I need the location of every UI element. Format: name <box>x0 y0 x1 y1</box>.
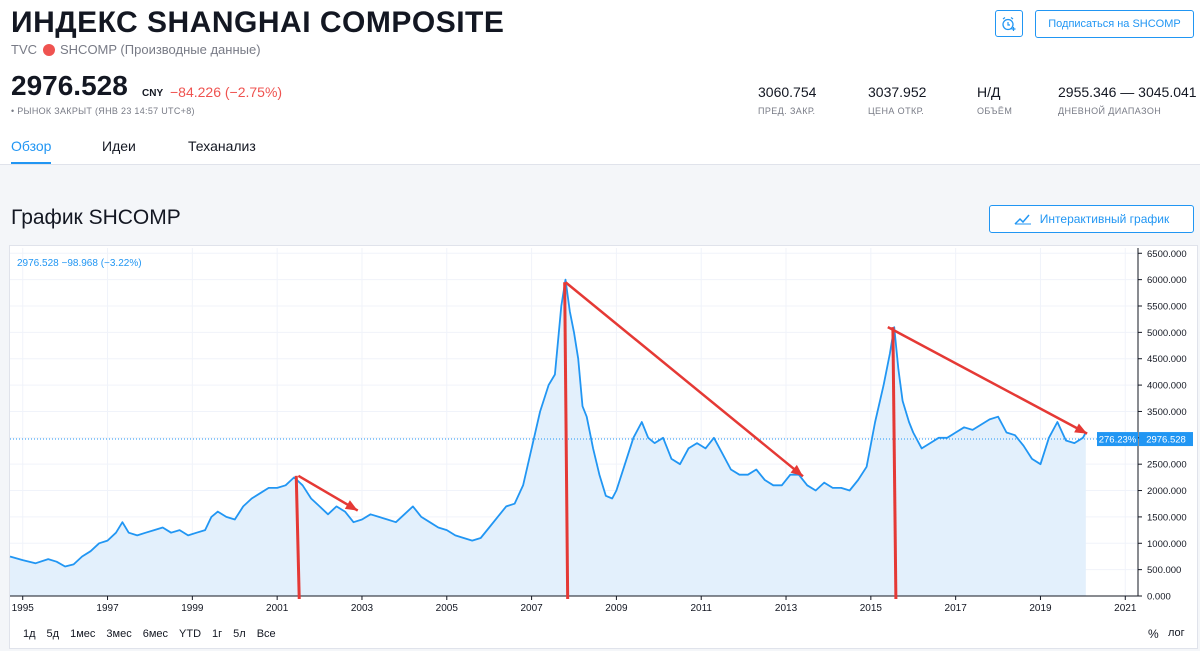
price-change: −84.226 (−2.75%) <box>170 84 283 100</box>
interactive-chart-button[interactable]: Интерактивный график <box>989 205 1194 233</box>
annotation-arrow-line <box>887 325 1088 435</box>
annotation-arrow-head <box>790 464 803 477</box>
chart-legend: 2976.528 −98.968 (−3.22%) <box>17 258 142 269</box>
tab-overview[interactable]: Обзор <box>11 138 52 154</box>
x-tick-label: 1997 <box>96 603 119 614</box>
alert-button[interactable] <box>995 10 1023 37</box>
annotation-arrow-line <box>564 281 804 478</box>
stat-value: 3037.952 <box>868 84 927 100</box>
y-tick-label: 5500.000 <box>1147 302 1187 313</box>
chart-section-title: График SHCOMP <box>11 206 181 229</box>
x-tick-label: 2009 <box>605 603 628 614</box>
last-price: 2976.528 <box>11 70 128 101</box>
y-tick-label: 4500.000 <box>1147 354 1187 365</box>
stat-prev-close: 3060.754 ПРЕД. ЗАКР. <box>758 84 816 116</box>
range-all[interactable]: Все <box>256 628 276 640</box>
stat-day-range: 2955.346 — 3045.041 ДНЕВНОЙ ДИАПАЗОН <box>1058 84 1197 116</box>
x-tick-label: 2017 <box>945 603 968 614</box>
x-tick-label: 1995 <box>12 603 35 614</box>
subscribe-button[interactable]: Подписаться на SHCOMP <box>1035 10 1194 38</box>
price-tag-bg <box>1139 432 1193 447</box>
stat-label: ЦЕНА ОТКР. <box>868 106 925 116</box>
tab-ideas[interactable]: Идеи <box>102 138 136 154</box>
x-tick-label: 2015 <box>860 603 883 614</box>
range-1d[interactable]: 1д <box>23 628 36 640</box>
y-tick-label: 6000.000 <box>1147 275 1187 286</box>
stat-open: 3037.952 ЦЕНА ОТКР. <box>868 84 926 116</box>
series-area <box>10 279 1086 596</box>
range-selector: 1д 5д 1мес 3мес 6мес YTD 1г 5л Все <box>23 628 287 640</box>
stat-value: 2955.346 — 3045.041 <box>1058 84 1197 100</box>
header: ИНДЕКС SHANGHAI COMPOSITE TVC SHCOMP (Пр… <box>0 0 1200 165</box>
stat-value: 3060.754 <box>758 84 817 100</box>
pct-tag-label: 276.23% <box>1099 435 1137 446</box>
stat-label: ПРЕД. ЗАКР. <box>758 106 816 116</box>
x-tick-label: 2019 <box>1029 603 1052 614</box>
page-title: ИНДЕКС SHANGHAI COMPOSITE <box>11 6 505 39</box>
x-tick-label: 2003 <box>351 603 374 614</box>
price-tag-label: 2976.528 <box>1146 435 1186 446</box>
annotation-vertical-line <box>891 327 898 600</box>
y-tick-label: 0.000 <box>1147 592 1171 603</box>
x-tick-label: 2013 <box>775 603 798 614</box>
divider <box>0 164 1200 165</box>
x-tick-label: 2001 <box>266 603 289 614</box>
range-ytd[interactable]: YTD <box>179 628 202 640</box>
stat-label: ОБЪЁМ <box>977 106 1013 116</box>
active-tab-indicator <box>11 162 51 164</box>
stat-value: Н/Д <box>977 84 1001 100</box>
currency-label: CNY <box>142 88 164 99</box>
symbol-description: SHCOMP (Производные данные) <box>60 42 261 57</box>
annotation-arrow-head <box>1074 423 1088 434</box>
exchange-flag-icon <box>43 43 55 56</box>
x-tick-label: 2011 <box>690 603 712 614</box>
y-tick-label: 5000.000 <box>1147 328 1187 339</box>
y-tick-label: 2500.000 <box>1147 460 1187 471</box>
y-tick-label: 1000.000 <box>1147 539 1187 550</box>
log-scale-button[interactable]: лог <box>1168 627 1185 639</box>
range-5y[interactable]: 5л <box>233 628 246 640</box>
y-tick-label: 6500.000 <box>1147 249 1187 260</box>
y-tick-label: 1500.000 <box>1147 512 1187 523</box>
chart-trend-icon <box>1014 214 1031 225</box>
pct-tag-bg <box>1097 432 1138 447</box>
tab-technicals[interactable]: Теханализ <box>188 138 256 154</box>
series-line <box>9 278 1087 568</box>
annotation-vertical-line <box>563 282 570 600</box>
stat-label: ДНЕВНОЙ ДИАПАЗОН <box>1058 106 1162 116</box>
annotation-vertical-line <box>294 475 301 600</box>
y-tick-label: 4000.000 <box>1147 381 1187 392</box>
symbol-subtitle: TVC SHCOMP (Производные данные) <box>11 42 261 57</box>
percent-scale-button[interactable]: % <box>1148 627 1159 641</box>
alarm-clock-icon <box>1002 16 1016 31</box>
range-6m[interactable]: 6мес <box>142 628 169 640</box>
x-tick-label: 1999 <box>181 603 204 614</box>
x-tick-label: 2021 <box>1114 603 1137 614</box>
y-tick-label: 2000.000 <box>1147 486 1187 497</box>
x-tick-label: 2007 <box>520 603 543 614</box>
range-1y[interactable]: 1г <box>212 628 223 640</box>
exchange-label: TVC <box>11 42 37 57</box>
interactive-chart-label: Интерактивный график <box>1039 212 1170 226</box>
y-tick-label: 500.000 <box>1147 565 1181 576</box>
stat-volume: Н/Д ОБЪЁМ <box>977 84 1012 116</box>
y-tick-label: 3500.000 <box>1147 407 1187 418</box>
x-tick-label: 2005 <box>436 603 459 614</box>
range-5d[interactable]: 5д <box>46 628 60 640</box>
annotation-arrow-head <box>344 500 358 511</box>
range-1m[interactable]: 1мес <box>70 628 96 640</box>
market-status: • РЫНОК ЗАКРЫТ (ЯНВ 23 14:57 UTC+8) <box>11 106 195 116</box>
range-3m[interactable]: 3мес <box>106 628 132 640</box>
